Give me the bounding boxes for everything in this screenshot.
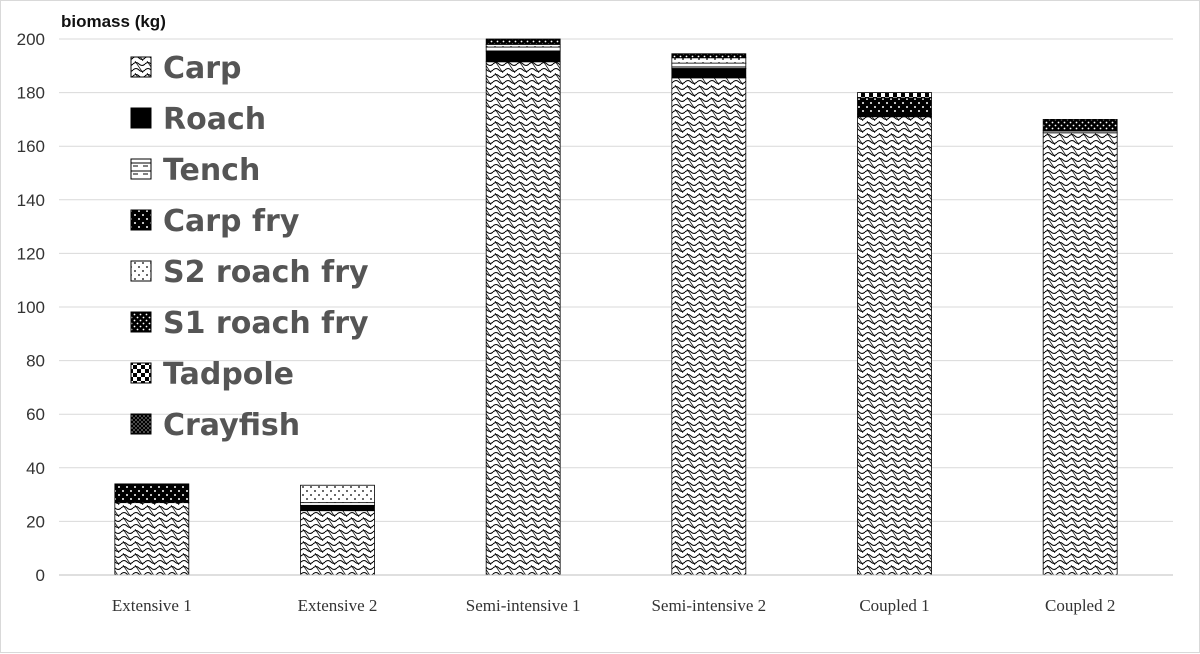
legend-label: S1 roach fry <box>163 306 369 341</box>
legend-swatch <box>130 56 152 78</box>
y-axis-ticks: 0 20 40 60 80 100 120 140 160 180 200 <box>17 30 45 585</box>
bar-segment <box>300 504 375 512</box>
bar-segment <box>485 46 561 52</box>
legend-label: Carp <box>163 51 242 86</box>
legend-label: Tadpole <box>163 357 294 392</box>
x-category-label: Coupled 2 <box>1045 596 1115 615</box>
y-tick-label: 200 <box>17 30 45 49</box>
bar-segment <box>1042 119 1118 131</box>
bar-segment <box>671 53 747 59</box>
legend-label: S2 roach fry <box>163 255 369 290</box>
bar-segment <box>1042 129 1118 134</box>
legend: Carp Roach Tench Carp fry S2 roach fry S1 roa… <box>130 51 369 443</box>
y-tick-label: 180 <box>17 84 45 103</box>
bar-segment <box>300 484 375 504</box>
y-tick-label: 40 <box>26 459 45 478</box>
x-category-label: Semi-intensive 2 <box>651 596 766 615</box>
bar-segment <box>857 116 932 576</box>
bar-segment <box>1042 132 1118 576</box>
bar-segment <box>671 57 747 64</box>
x-category-label: Extensive 2 <box>298 596 378 615</box>
y-tick-label: 160 <box>17 137 45 156</box>
y-tick-label: 80 <box>26 352 45 371</box>
y-axis-title: biomass (kg) <box>61 12 166 31</box>
bar-segment <box>485 61 561 576</box>
legend-swatch <box>130 362 152 384</box>
legend-swatch <box>130 107 152 129</box>
bar-segment <box>114 502 190 576</box>
y-tick-label: 120 <box>17 244 45 263</box>
legend-label: Tench <box>163 153 260 188</box>
bar-segment <box>485 38 561 45</box>
bar-segment <box>857 97 932 115</box>
y-tick-label: 140 <box>17 191 45 210</box>
bar-segment <box>671 77 747 576</box>
x-category-label: Coupled 1 <box>859 596 929 615</box>
legend-swatch <box>130 311 152 333</box>
y-tick-label: 20 <box>26 512 45 531</box>
bar-segment <box>671 62 747 69</box>
y-tick-label: 100 <box>17 298 45 317</box>
y-tick-label: 60 <box>26 405 45 424</box>
x-category-label: Semi-intensive 1 <box>466 596 581 615</box>
bars <box>114 38 1118 576</box>
bar-segment <box>485 50 561 63</box>
bar-segment <box>857 92 932 99</box>
x-axis-categories: Extensive 1 Extensive 2 Semi-intensive 1 Se… <box>112 596 1115 615</box>
bar-segment <box>857 113 932 118</box>
legend-swatch <box>130 260 152 282</box>
bar-segment <box>114 483 190 504</box>
y-tick-label: 0 <box>36 566 45 585</box>
legend-label: Roach <box>163 102 266 137</box>
bar-segment <box>485 43 561 48</box>
x-category-label: Extensive 1 <box>112 596 192 615</box>
legend-label: Crayfish <box>163 408 300 443</box>
bar-segment <box>300 510 375 576</box>
gridlines <box>59 38 1173 522</box>
bar-segment <box>671 68 747 79</box>
legend-swatch <box>130 413 152 435</box>
legend-label: Carp fry <box>163 204 300 239</box>
bar-segment <box>300 502 375 506</box>
legend-swatch <box>130 158 152 180</box>
legend-swatch <box>130 209 152 231</box>
